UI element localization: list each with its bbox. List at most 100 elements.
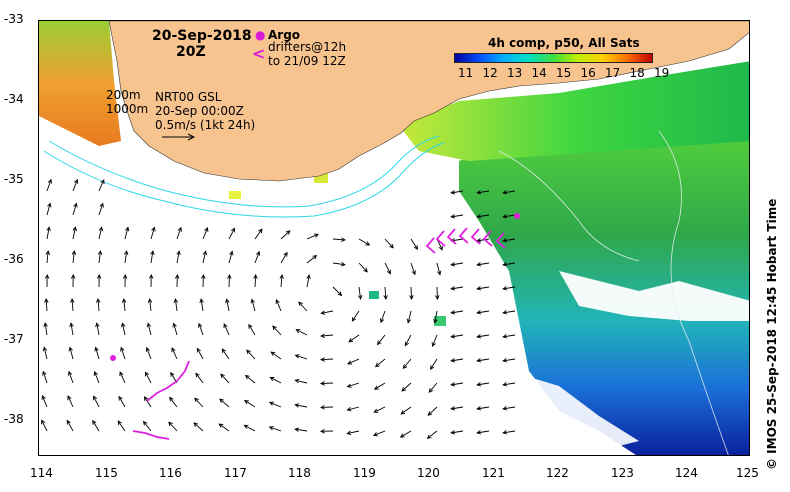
current-arrow	[374, 382, 386, 390]
current-arrow-head	[45, 250, 51, 255]
current-arrow	[451, 430, 464, 434]
current-arrow	[143, 421, 152, 432]
current-arrow	[427, 430, 438, 439]
current-arrow-head	[269, 376, 275, 381]
lat-label: -36	[4, 252, 24, 266]
sst-patch	[434, 316, 446, 326]
current-arrow-head	[253, 274, 258, 279]
lat-label: -33	[4, 12, 24, 26]
colorbar-tick-label: 17	[605, 66, 621, 80]
current-arrow-head	[320, 333, 325, 338]
current-arrow-head	[298, 301, 303, 307]
colorbar-tick-label: 14	[531, 66, 547, 80]
current-arrow	[296, 329, 308, 336]
current-arrow-head	[93, 395, 98, 401]
sst-patch	[229, 191, 241, 199]
current-arrow-head	[68, 346, 73, 352]
current-arrow-head	[476, 190, 482, 195]
lon-label: 116	[159, 466, 182, 480]
current-arrow-head	[74, 178, 79, 184]
current-arrow-head	[320, 381, 325, 386]
current-arrow	[194, 397, 204, 408]
current-arrow	[221, 348, 230, 360]
current-arrow-head	[221, 348, 226, 354]
current-arrow	[72, 179, 78, 192]
current-arrow	[248, 324, 256, 336]
current-arrow	[43, 347, 48, 360]
current-arrow	[176, 251, 180, 264]
current-arrow	[410, 286, 413, 300]
isobath-1000-label: 1000m	[106, 102, 149, 116]
current-arrow-head	[41, 394, 46, 400]
current-arrow-head	[270, 351, 276, 356]
current-arrow-head	[94, 346, 99, 352]
colorbar-title: 4h comp, p50, All Sats	[488, 36, 640, 50]
current-arrow-head	[450, 382, 456, 387]
current-arrow-head	[294, 378, 300, 384]
current-arrow	[295, 379, 308, 384]
map-time: 20Z	[176, 44, 206, 60]
current-arrow	[477, 334, 490, 338]
current-arrow	[477, 406, 490, 410]
current-arrow	[351, 310, 360, 322]
current-arrow	[275, 299, 282, 312]
current-arrow-head	[223, 323, 228, 329]
current-arrow	[94, 371, 100, 384]
cloud-gap-2	[509, 371, 639, 451]
current-arrow	[306, 255, 317, 264]
current-arrow	[254, 228, 263, 240]
current-arrow-head	[170, 371, 175, 377]
current-arrow-head	[220, 373, 225, 379]
drifter-tracks	[132, 227, 506, 440]
current-arrow	[503, 262, 516, 266]
current-arrow-head	[435, 295, 440, 300]
current-arrow	[98, 179, 105, 192]
current-arrow-head	[347, 360, 353, 365]
lon-label: 123	[611, 466, 634, 480]
current-arrow	[451, 358, 464, 362]
current-arrow	[251, 299, 256, 312]
current-arrow	[332, 262, 345, 266]
current-arrow	[380, 310, 386, 323]
current-arrow-head	[476, 214, 482, 219]
current-arrow-head	[244, 374, 250, 380]
current-arrow-head	[431, 342, 436, 348]
current-arrow-head	[67, 395, 72, 401]
map-panel[interactable]	[38, 20, 750, 456]
current-arrow	[269, 401, 282, 408]
current-arrow	[72, 251, 75, 264]
current-arrow-head	[258, 228, 263, 234]
current-arrow-head	[386, 269, 391, 275]
current-arrow-head	[450, 190, 456, 195]
current-arrow-head	[283, 251, 288, 257]
current-arrow	[146, 347, 152, 360]
current-arrow	[174, 299, 178, 312]
argo-legend-label: Argo	[268, 28, 301, 42]
current-arrow-head	[193, 422, 199, 427]
current-arrow	[120, 347, 126, 360]
sst-coastal-band	[399, 61, 749, 161]
current-arrow-head	[145, 346, 150, 352]
current-arrow-head	[120, 346, 125, 352]
current-arrow-head	[122, 274, 128, 279]
current-arrow-head	[430, 365, 435, 370]
isobath-offshore	[498, 130, 729, 455]
argo-float-marker	[110, 355, 116, 361]
current-arrow-head	[44, 274, 50, 279]
current-arrow-head	[341, 237, 346, 242]
current-arrow-head	[143, 396, 149, 401]
current-arrow-head	[92, 419, 97, 425]
current-arrow-head	[99, 202, 104, 208]
current-arrow	[320, 382, 334, 384]
current-arrow-head	[47, 202, 52, 208]
current-arrow	[202, 227, 208, 240]
current-arrow	[427, 406, 438, 416]
current-arrow-head	[96, 298, 101, 303]
current-arrow	[477, 190, 490, 194]
current-arrow-head	[450, 406, 456, 411]
isobath-200-label: 200m	[106, 88, 141, 102]
current-arrow-head	[450, 334, 456, 339]
current-arrow	[226, 299, 230, 312]
current-arrow	[477, 286, 490, 290]
current-arrow	[384, 262, 391, 274]
